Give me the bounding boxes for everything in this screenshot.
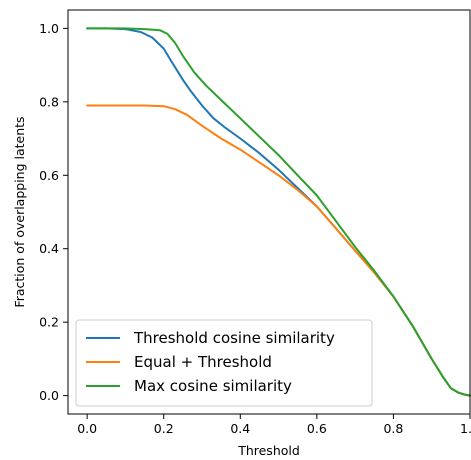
x-axis: 0.0 0.2 0.4 0.6 0.8 1.0 — [77, 414, 471, 436]
x-tick-label: 0.6 — [307, 421, 327, 436]
legend-label-2: Equal + Threshold — [134, 353, 272, 371]
y-tick-label: 0.2 — [39, 315, 59, 330]
x-tick-label: 0.8 — [383, 421, 403, 436]
x-tick-label: 0.2 — [154, 421, 174, 436]
x-tick-label: 0.4 — [230, 421, 250, 436]
series-line-3 — [86, 27, 471, 397]
x-tick-label: 0.0 — [77, 421, 97, 436]
x-tick-label: 1.0 — [460, 421, 471, 436]
y-tick-label: 0.4 — [39, 241, 59, 256]
legend-label-1: Threshold cosine similarity — [133, 329, 335, 347]
y-axis-title: Fraction of overlapping latents — [12, 116, 27, 307]
legend-label-3: Max cosine similarity — [134, 377, 292, 395]
y-tick-label: 0.6 — [39, 168, 59, 183]
legend-box — [75, 319, 373, 407]
series-layer — [86, 27, 471, 397]
y-tick-label: 0.0 — [39, 388, 59, 403]
y-tick-label: 0.8 — [39, 94, 59, 109]
plot-frame — [67, 9, 471, 415]
x-axis-title: Threshold — [237, 443, 300, 458]
y-tick-label: 1.0 — [39, 21, 59, 36]
legend: Threshold cosine similarity Equal + Thres… — [75, 319, 373, 407]
y-axis: 0.0 0.2 0.4 0.6 0.8 1.0 — [39, 21, 68, 403]
